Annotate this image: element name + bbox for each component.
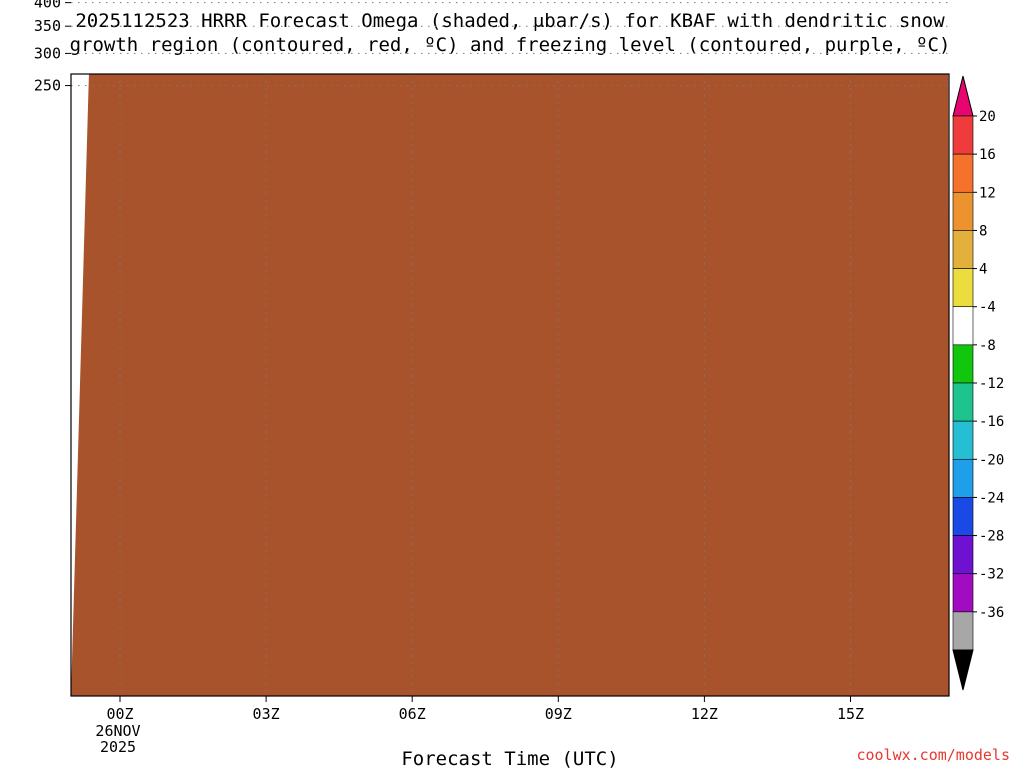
- x-axis-label: Forecast Time (UTC): [401, 748, 618, 768]
- colorbar-swatch-9: [952, 420, 974, 460]
- colorbar-label-4: 4: [979, 262, 987, 278]
- colorbar-swatch-1: [952, 115, 974, 155]
- colorbar-label-5: -4: [979, 300, 996, 316]
- terrain-fill: [71, 74, 949, 696]
- colorbar-label-12: -32: [979, 567, 1004, 583]
- colorbar-bottom-arrow: [952, 649, 974, 691]
- colorbar-swatch-8: [952, 382, 974, 422]
- omega-region-31: [461, 0, 476, 7]
- chart-title-line2: growth region (contoured, red, ºC) and f…: [70, 34, 951, 56]
- colorbar-label-3: 8: [979, 223, 987, 239]
- y-tick-label-300: 300: [34, 44, 61, 62]
- grid: [71, 2, 949, 696]
- colorbar-swatch-13: [952, 573, 974, 613]
- colorbar-label-11: -28: [979, 529, 1004, 545]
- terrain: [71, 74, 949, 696]
- colorbar-swatch-7: [952, 344, 974, 384]
- x-tick-label-6: 06Z: [399, 705, 426, 723]
- colorbar-label-10: -24: [979, 490, 1004, 506]
- colorbar-label-0: 20: [979, 109, 996, 125]
- colorbar-top-arrow: [952, 75, 974, 117]
- x-tick-label-9: 09Z: [545, 705, 572, 723]
- colorbar-swatch-4: [952, 230, 974, 269]
- y-tick-label-350: 350: [34, 17, 61, 35]
- y-axis: 2503003504004505005506006507007508008509…: [34, 0, 71, 95]
- omega-region-33: [739, 0, 812, 3]
- x-tick-label-12: 12Z: [691, 705, 718, 723]
- x-tick-label-15: 15Z: [837, 705, 864, 723]
- colorbar: 20 16 12 8 4 -4 -8 -12 -16 -20 -24 -28 -32 -36: [952, 75, 1004, 691]
- colorbar-swatch-10: [952, 458, 974, 498]
- colorbar-label-13: -36: [979, 605, 1004, 621]
- colorbar-label-2: 12: [979, 185, 996, 201]
- colorbar-swatch-11: [952, 497, 974, 536]
- chart-title-line1: 2025112523 HRRR Forecast Omega (shaded, …: [75, 10, 945, 32]
- x-axis: 00Z 03Z 06Z 09Z 12Z 15Z: [106, 696, 864, 723]
- x-tick-label-0: 00Z: [106, 705, 133, 723]
- credit-text: coolwx.com/models: [856, 746, 1010, 764]
- colorbar-swatch-14: [952, 611, 974, 651]
- colorbar-swatch-6: [952, 306, 974, 346]
- colorbar-swatch-5: [952, 268, 974, 308]
- plot-frame: [70, 73, 950, 697]
- colorbar-label-6: -8: [979, 338, 996, 354]
- x-date-day: 26NOV: [95, 722, 140, 740]
- colorbar-label-1: 16: [979, 147, 996, 163]
- colorbar-swatch-2: [952, 153, 974, 193]
- y-tick-label-250: 250: [34, 77, 61, 95]
- colorbar-swatch-3: [952, 191, 974, 231]
- y-tick-label-400: 400: [34, 0, 61, 12]
- colorbar-label-8: -16: [979, 414, 1004, 430]
- x-date-year: 2025: [100, 738, 136, 756]
- colorbar-swatch-12: [952, 535, 974, 575]
- x-tick-label-3: 03Z: [253, 705, 280, 723]
- colorbar-label-7: -12: [979, 376, 1004, 392]
- colorbar-label-9: -20: [979, 452, 1004, 468]
